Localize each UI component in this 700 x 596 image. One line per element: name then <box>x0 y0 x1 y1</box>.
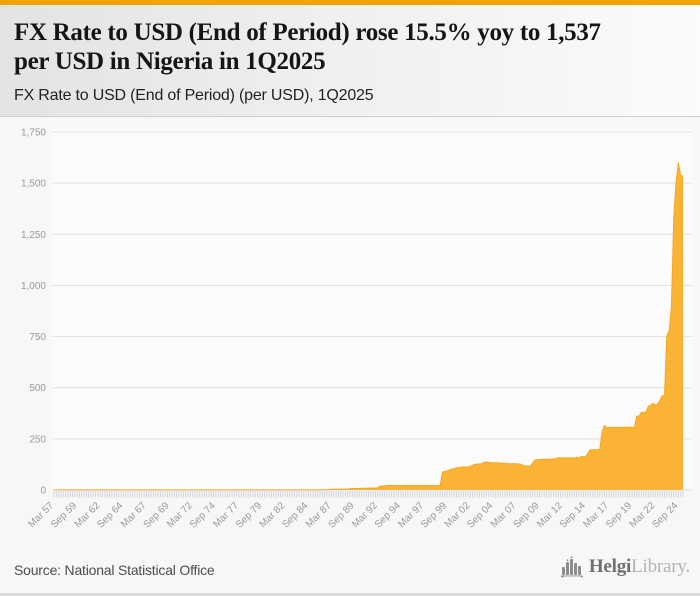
chart-area: 0 250 500 750 1,000 1,250 1,500 1,750 Mar 57 Sep … <box>0 118 700 548</box>
brand-primary-text: Helgi <box>588 556 632 577</box>
area-series <box>54 162 683 491</box>
chart-subtitle: FX Rate to USD (End of Period) (per USD)… <box>14 87 374 104</box>
chart-footer: Source: National Statistical Office Helg… <box>0 548 700 593</box>
source-attribution: Source: National Statistical Office <box>14 562 215 578</box>
plot-background <box>52 128 692 490</box>
y-tick-label: 1,750 <box>21 128 46 139</box>
series-outline <box>54 162 684 491</box>
x-tick-label: Sep 24 <box>650 500 680 530</box>
y-tick-label: 1,500 <box>21 179 46 190</box>
page-title-line1: FX Rate to USD (End of Period) rose 15.5… <box>14 19 601 46</box>
chart-header: FX Rate to USD (End of Period) rose 15.5… <box>0 5 700 117</box>
y-tick-label: 1,250 <box>21 230 46 241</box>
helgi-library-logo[interactable]: HelgiLibrary. <box>560 556 690 578</box>
y-tick-label: 1,000 <box>21 281 46 292</box>
page-title-line2: per USD in Nigeria in 1Q2025 <box>14 48 326 75</box>
brand-wordmark: HelgiLibrary. <box>589 556 690 578</box>
helgi-skyline-icon <box>560 556 584 578</box>
accent-top-bar <box>0 0 700 5</box>
y-tick-label: 500 <box>29 383 46 394</box>
y-tick-label: 0 <box>40 486 46 497</box>
y-tick-label: 750 <box>29 332 46 343</box>
brand-secondary-text: Library. <box>631 556 690 577</box>
page-title: FX Rate to USD (End of Period) rose 15.5… <box>14 18 686 76</box>
y-tick-label: 250 <box>29 434 46 445</box>
